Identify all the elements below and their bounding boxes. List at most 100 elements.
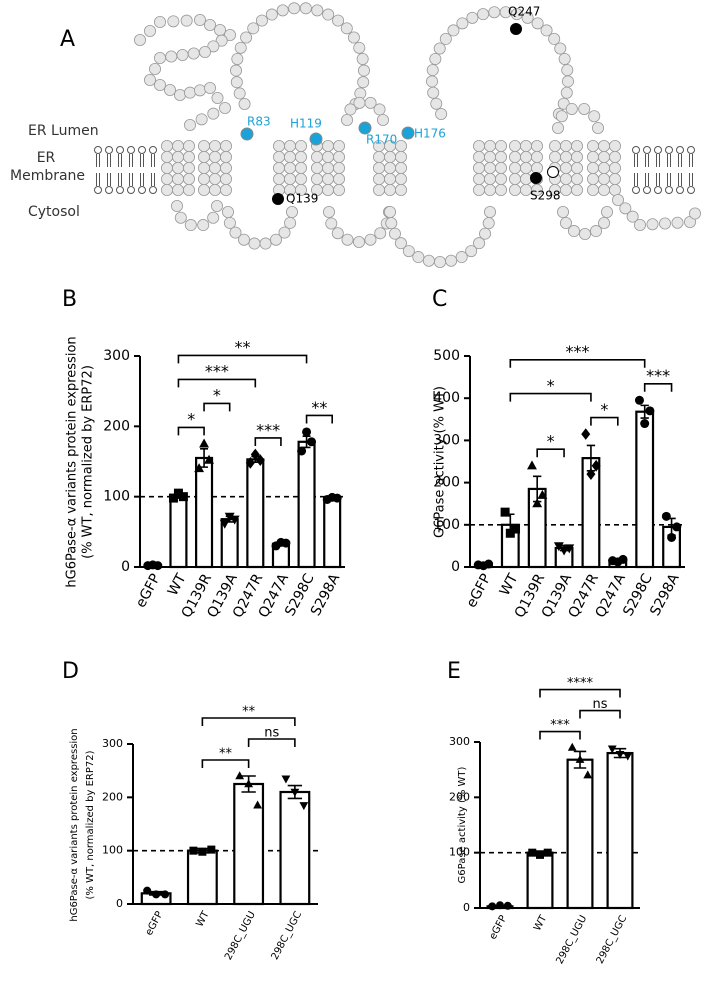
data-point	[204, 454, 214, 464]
data-point	[281, 775, 291, 784]
data-point	[575, 754, 585, 763]
bead	[219, 139, 232, 152]
y-tick-label: 200	[103, 418, 130, 434]
bead	[321, 139, 334, 152]
bead	[294, 139, 307, 152]
bead	[203, 18, 216, 31]
lipid-head	[687, 146, 695, 154]
bead	[182, 172, 195, 185]
bead	[394, 183, 407, 196]
y-axis-label: G6Pase activity (% WT)	[457, 766, 468, 883]
bead	[197, 183, 210, 196]
lipid-tail	[656, 154, 660, 186]
bead	[549, 139, 562, 152]
lipid-head	[632, 186, 640, 194]
lipid-head	[665, 186, 673, 194]
data-point	[505, 528, 515, 538]
significance-label: ns	[264, 726, 279, 741]
bead	[508, 172, 521, 185]
data-point	[199, 438, 210, 448]
bead	[383, 183, 396, 196]
y-tick-label: 400	[433, 390, 460, 406]
data-point	[527, 460, 537, 470]
bead	[223, 28, 236, 41]
bead	[445, 254, 458, 267]
bead	[283, 139, 296, 152]
bead	[510, 8, 523, 21]
bead	[561, 64, 574, 77]
bead	[210, 199, 223, 212]
bar	[233, 782, 265, 906]
bead	[609, 183, 622, 196]
data-point	[153, 561, 163, 571]
bead	[592, 122, 605, 135]
data-point	[496, 901, 504, 910]
bead	[208, 172, 221, 185]
bead	[357, 76, 370, 89]
bead	[153, 15, 166, 28]
lipid-tail	[678, 154, 682, 186]
bead	[208, 161, 221, 174]
bead	[160, 183, 173, 196]
membrane-label: ER	[37, 150, 56, 166]
bar-chart: C G6Pase activity (% WT) 0 100 200 300 400 500 e…	[432, 287, 685, 621]
significance-bracket	[201, 717, 296, 726]
significance-bracket	[539, 688, 621, 698]
x-tick-label: WT	[165, 571, 190, 599]
lipid-head	[676, 146, 684, 154]
bead	[325, 217, 338, 230]
bead	[483, 150, 496, 163]
bead	[372, 150, 385, 163]
residue-label: H119	[290, 117, 322, 131]
lipid-head	[643, 186, 651, 194]
bead	[609, 139, 622, 152]
bead	[183, 119, 196, 132]
bead	[429, 52, 442, 65]
bead	[207, 107, 220, 120]
bead	[163, 84, 176, 97]
data-point	[618, 554, 628, 564]
bead	[233, 87, 246, 100]
bead	[174, 211, 187, 224]
bead	[272, 139, 285, 152]
bead	[283, 172, 296, 185]
bead	[435, 108, 448, 121]
significance-bracket	[177, 426, 205, 436]
data-point	[152, 890, 161, 899]
significance-label: *	[187, 410, 195, 429]
bead	[483, 172, 496, 185]
y-tick-label: 100	[449, 846, 470, 859]
y-tick-label: 0	[451, 559, 460, 575]
bead	[455, 251, 468, 264]
bead	[272, 150, 285, 163]
data-point	[645, 406, 655, 416]
bead	[560, 172, 573, 185]
significance-bracket	[509, 359, 646, 368]
bead	[187, 47, 200, 60]
bead	[193, 84, 206, 97]
data-point	[194, 463, 205, 473]
data-point	[229, 515, 240, 525]
bead	[609, 150, 622, 163]
bead	[560, 150, 573, 163]
bead	[598, 161, 611, 174]
y-tick-label: 200	[433, 475, 460, 491]
data-point	[168, 493, 178, 503]
residue-highlight	[401, 126, 415, 140]
bead	[143, 74, 156, 87]
bead	[588, 110, 601, 123]
bead	[508, 139, 521, 152]
bead	[494, 150, 507, 163]
bead	[531, 150, 544, 163]
x-tick-label: eGFP	[488, 914, 510, 942]
bead	[321, 161, 334, 174]
data-point	[290, 788, 300, 797]
significance-label: *	[600, 400, 608, 419]
bead	[283, 150, 296, 163]
bead	[167, 15, 180, 28]
bead	[332, 14, 345, 27]
bead	[310, 172, 323, 185]
data-point	[503, 901, 512, 910]
bead	[439, 32, 452, 45]
bead	[195, 113, 208, 126]
